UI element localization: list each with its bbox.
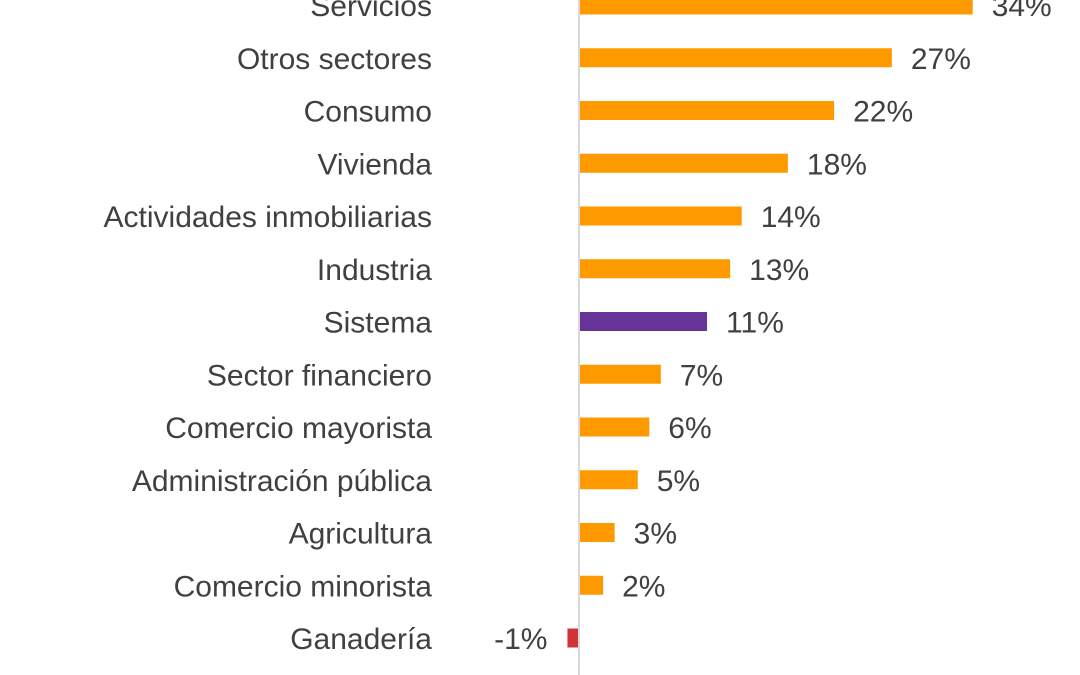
data-label: -1% <box>494 623 547 656</box>
data-label: 3% <box>634 518 677 551</box>
category-label: Comercio mayorista <box>165 412 432 445</box>
data-label: 27% <box>911 43 971 76</box>
bar-1 <box>580 48 892 68</box>
category-label: Consumo <box>304 96 432 129</box>
bar-6 <box>580 312 708 331</box>
data-label: 2% <box>622 570 665 603</box>
data-label: 11% <box>726 307 784 340</box>
bar-9 <box>580 470 638 490</box>
bar-11 <box>580 575 604 595</box>
category-label: Administración pública <box>132 465 432 498</box>
bar-2 <box>580 101 835 120</box>
bar-5 <box>580 259 731 279</box>
category-label: Servicios <box>310 0 432 23</box>
category-label: Comercio minorista <box>174 570 433 603</box>
category-label: Sector financiero <box>207 359 432 392</box>
category-label: Sistema <box>324 307 433 340</box>
category-label: Ganadería <box>290 623 432 656</box>
category-label: Actividades inmobiliarias <box>104 201 432 234</box>
category-label: Vivienda <box>317 148 432 181</box>
data-label: 14% <box>761 201 821 234</box>
bar-12 <box>567 628 579 648</box>
category-label: Otros sectores <box>237 43 432 76</box>
bar-3 <box>580 153 788 173</box>
data-label: 18% <box>807 148 867 181</box>
data-label: 5% <box>657 465 700 498</box>
bar-0 <box>580 0 973 15</box>
data-label: 22% <box>853 96 913 129</box>
category-label: Agricultura <box>289 518 433 551</box>
data-label: 13% <box>749 254 809 287</box>
bar-8 <box>580 417 650 437</box>
bar-4 <box>580 206 742 226</box>
bar-10 <box>580 523 615 542</box>
data-label: 7% <box>680 359 723 392</box>
category-label: Industria <box>317 254 432 287</box>
bar-7 <box>580 364 661 384</box>
data-label: 34% <box>992 0 1052 23</box>
data-label: 6% <box>668 412 711 445</box>
